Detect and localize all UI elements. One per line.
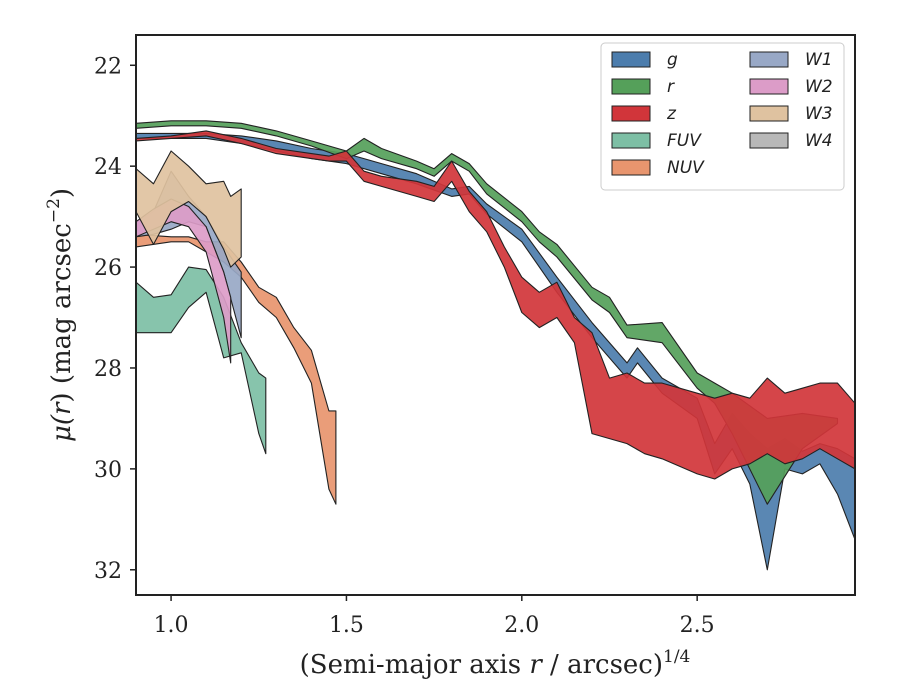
plot-frame <box>135 34 856 596</box>
y-axis: 22 24 26 28 30 32 <box>94 54 136 584</box>
legend: grz FUV NUV W1 W2 W3 W4 <box>600 42 845 191</box>
x-tick-label: 2.0 <box>504 613 539 638</box>
x-tick-label: 1.5 <box>329 613 364 638</box>
y-tick-label: 32 <box>94 559 122 584</box>
x-axis: 1.0 1.5 2.0 2.5 <box>154 595 715 638</box>
band-z <box>136 130 855 480</box>
legend-label: W2 <box>805 77 833 97</box>
legend-swatch <box>611 132 651 149</box>
legend-label: W3 <box>805 104 833 124</box>
legend-item-g: g <box>611 50 678 70</box>
legend-label: W1 <box>805 50 833 70</box>
y-tick-label: 26 <box>94 256 122 281</box>
legend-item-w3: W3 <box>749 104 833 124</box>
legend-item-fuv: FUV <box>611 131 702 151</box>
y-tick-label: 22 <box>94 54 122 79</box>
legend-swatch <box>749 51 789 68</box>
legend-item-z: z <box>611 104 677 124</box>
legend-item-w2: W2 <box>749 77 833 97</box>
legend-label: z <box>666 104 677 124</box>
legend-swatch <box>611 105 651 122</box>
y-tick-label: 30 <box>94 458 122 483</box>
band-w3 <box>136 150 242 268</box>
x-tick-label: 1.0 <box>154 613 189 638</box>
x-axis-label: (Semi-major axis r / arcsec)1/4 <box>300 647 691 680</box>
legend-swatch <box>611 51 651 68</box>
legend-label: g <box>667 50 678 70</box>
legend-item-w1: W1 <box>749 50 833 70</box>
legend-swatch <box>749 132 789 149</box>
band-fuv <box>136 266 267 455</box>
y-tick-label: 28 <box>94 357 122 382</box>
legend-item-w4: W4 <box>749 131 833 151</box>
legend-label: FUV <box>667 131 702 151</box>
legend-label: r <box>667 77 675 97</box>
legend-swatch <box>611 78 651 95</box>
legend-label: NUV <box>667 158 705 178</box>
legend-item-r: r <box>611 77 675 97</box>
legend-swatch <box>749 78 789 95</box>
legend-label: W4 <box>805 131 833 151</box>
legend-swatch <box>749 105 789 122</box>
series-bands <box>136 120 855 571</box>
y-tick-label: 24 <box>94 155 122 180</box>
y-axis-label: μ(r) (mag arcsec−2) <box>44 188 77 442</box>
legend-item-nuv: NUV <box>611 158 705 178</box>
legend-swatch <box>611 159 651 176</box>
x-tick-label: 2.5 <box>680 613 715 638</box>
